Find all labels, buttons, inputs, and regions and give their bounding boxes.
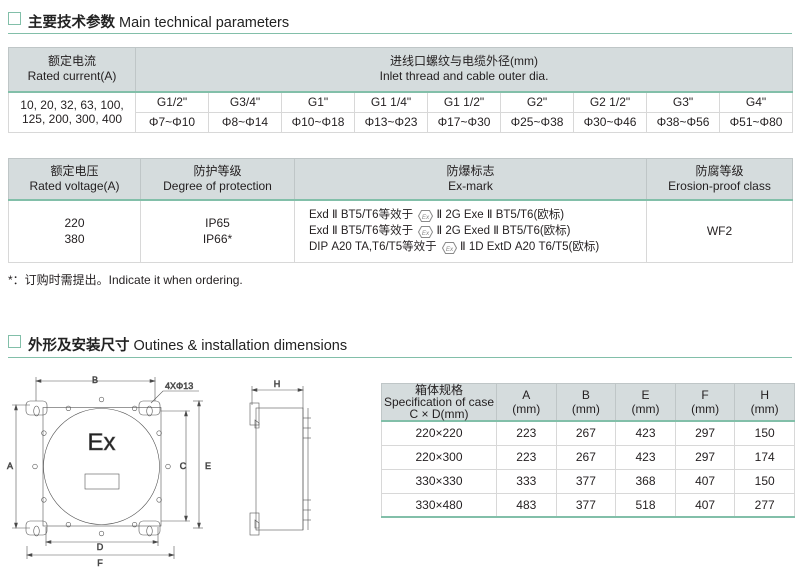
svg-text:F: F — [97, 558, 103, 568]
svg-text:B: B — [92, 375, 98, 385]
svg-text:C: C — [180, 461, 187, 471]
svg-text:4XΦ13: 4XΦ13 — [165, 381, 193, 391]
svg-text:H: H — [274, 379, 281, 389]
svg-text:Ex: Ex — [422, 230, 430, 237]
svg-text:Ex: Ex — [87, 429, 115, 456]
svg-text:Ex: Ex — [422, 214, 430, 221]
svg-text:Ex: Ex — [446, 246, 454, 253]
svg-text:A: A — [7, 461, 13, 471]
svg-text:D: D — [97, 542, 104, 552]
svg-text:E: E — [205, 461, 211, 471]
